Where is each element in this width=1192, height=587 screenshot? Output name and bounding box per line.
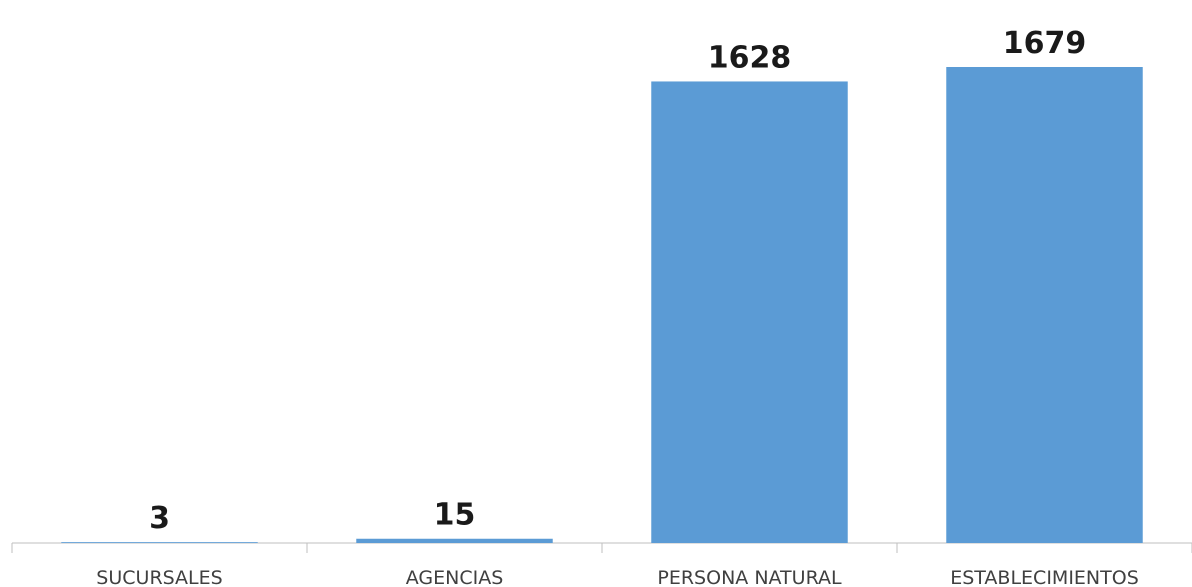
bar (356, 538, 553, 543)
x-tick-label: ESTABLECIMIENTOS (950, 567, 1139, 587)
data-label: 1679 (1003, 26, 1087, 61)
data-label: 15 (434, 498, 476, 533)
x-tick-label: SUCURSALES (96, 567, 222, 587)
bar (61, 542, 258, 543)
bar (946, 67, 1143, 543)
x-tick-label: PERSONA NATURAL (657, 567, 842, 587)
data-label: 1628 (708, 40, 792, 75)
x-tick-label: AGENCIAS (406, 567, 504, 587)
bar (651, 81, 848, 543)
data-label: 3 (149, 501, 170, 536)
